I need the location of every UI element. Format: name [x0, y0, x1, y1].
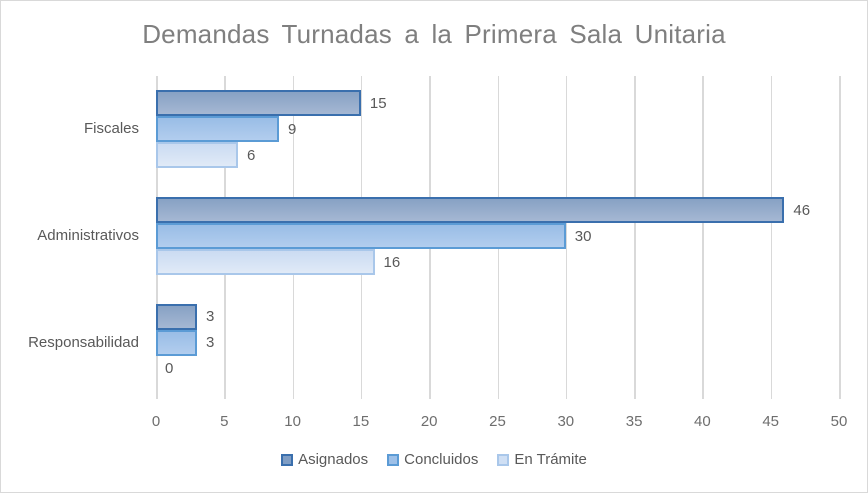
legend-label: Concluidos [404, 451, 479, 468]
x-tick-label: 50 [830, 413, 848, 430]
gridline [634, 76, 636, 399]
x-tick-label: 20 [420, 413, 438, 430]
x-tick-label: 5 [220, 413, 229, 430]
category-label: Administrativos [37, 227, 139, 244]
legend-item-asignados: Asignados [281, 451, 368, 468]
legend-marker [281, 453, 294, 466]
bar-asignados-responsabilidad [156, 303, 197, 330]
legend-label: En Trámite [514, 451, 587, 468]
x-tick-label: 10 [284, 413, 301, 430]
bar-concluidos-fiscales [156, 116, 279, 143]
data-label: 0 [165, 360, 174, 378]
bar-en-tramite-fiscales [156, 142, 238, 169]
chart-title: Demandas Turnadas a la Primera Sala Unit… [142, 19, 726, 49]
gridline [839, 76, 841, 399]
legend-item-en-tramite: En Trámite [497, 451, 587, 468]
data-label: 46 [793, 201, 811, 219]
x-tick-label: 45 [762, 413, 780, 430]
bar-en-tramite-administrativos [156, 249, 375, 275]
legend-marker [497, 453, 510, 466]
bar-concluidos-responsabilidad [156, 329, 197, 356]
category-label: Fiscales [83, 120, 139, 138]
legend-label: Asignados [298, 451, 369, 468]
x-tick-label: 35 [625, 413, 643, 430]
x-tick-label: 0 [151, 413, 161, 430]
bar-concluidos-administrativos [156, 223, 566, 249]
data-label: 30 [574, 227, 592, 245]
x-tick-label: 40 [694, 413, 711, 430]
legend-marker [387, 453, 400, 466]
x-tick-label: 15 [352, 413, 370, 430]
category-label: Responsabilidad [28, 333, 139, 351]
bar-asignados-administrativos [156, 197, 785, 223]
data-label: 9 [287, 120, 297, 138]
x-tick-label: 30 [557, 413, 575, 430]
gridline [565, 76, 568, 399]
legend-item-concluidos: Concluidos [387, 451, 478, 468]
gridline [702, 76, 704, 399]
data-label: 3 [205, 334, 215, 352]
data-label: 3 [205, 308, 215, 326]
legend: Asignados Concluidos En Trámite [1, 451, 867, 468]
x-tick-label: 25 [489, 413, 506, 430]
data-label: 16 [383, 253, 401, 271]
bar-asignados-fiscales [156, 90, 361, 117]
data-label: 6 [246, 146, 256, 164]
gridline [770, 76, 773, 399]
data-label: 15 [369, 94, 387, 112]
